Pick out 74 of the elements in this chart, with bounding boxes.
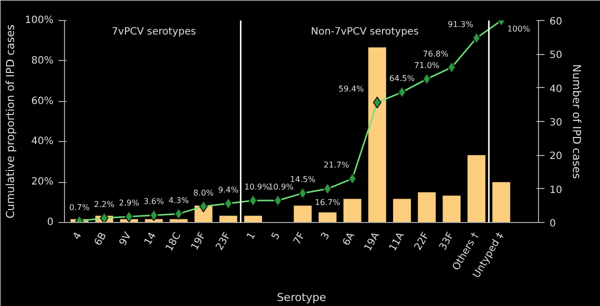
x-tick-label: 14 bbox=[142, 230, 159, 248]
bar bbox=[318, 212, 336, 222]
x-tick-label: 19A bbox=[362, 230, 382, 254]
x-tick-label: 18C bbox=[164, 230, 184, 254]
y2-tick-label: 10 bbox=[550, 184, 562, 196]
x-tick-label: 23F bbox=[214, 230, 234, 252]
data-label: 2.2% bbox=[94, 200, 115, 210]
y2-tick-label: 50 bbox=[550, 50, 562, 62]
y-tick-label: 100% bbox=[24, 15, 54, 26]
y2-axis-title: Number of IPD cases bbox=[570, 64, 584, 180]
annotation: Non-7vPCV serotypes bbox=[310, 26, 419, 38]
x-tick-label: 7F bbox=[292, 230, 308, 247]
point bbox=[174, 208, 183, 220]
data-label: 76.8% bbox=[422, 49, 449, 58]
x-tick-label: 4 bbox=[71, 230, 84, 242]
data-label: 8.0% bbox=[193, 188, 214, 198]
point bbox=[323, 182, 332, 195]
data-label: 2.9% bbox=[118, 198, 140, 208]
bar bbox=[468, 155, 486, 222]
data-label: 16.7% bbox=[314, 198, 341, 207]
data-label: 9.4% bbox=[218, 186, 239, 195]
x-tick-label: 9V bbox=[118, 230, 134, 248]
y2-tick-label: 30 bbox=[550, 118, 562, 128]
y2-tick-label: 40 bbox=[550, 84, 562, 95]
data-label: 64.5% bbox=[389, 74, 416, 84]
data-label: 21.7% bbox=[324, 160, 350, 170]
y-tick-label: 40% bbox=[31, 136, 54, 148]
y2-tick-label: 60 bbox=[550, 16, 562, 28]
data-label: 10.9% bbox=[244, 182, 270, 192]
y-tick-label: 60% bbox=[31, 96, 54, 107]
data-label: 0.7% bbox=[69, 203, 90, 212]
point bbox=[124, 210, 134, 222]
point bbox=[199, 200, 208, 212]
x-tick-label: 33F bbox=[438, 230, 457, 252]
y-tick-label: 20% bbox=[31, 176, 54, 188]
bar bbox=[294, 206, 312, 222]
y2-tick-label: 20 bbox=[550, 151, 562, 162]
y2-tick-label: 0 bbox=[550, 218, 556, 230]
bar bbox=[244, 216, 262, 222]
y-tick-label: 0 bbox=[47, 217, 54, 228]
point bbox=[100, 212, 108, 222]
data-label: 91.3% bbox=[448, 20, 474, 30]
bar bbox=[393, 198, 411, 222]
data-label: 10.9% bbox=[268, 182, 294, 192]
x-tick-label: 11A bbox=[388, 230, 407, 254]
point bbox=[348, 172, 357, 185]
data-label: 14.5% bbox=[290, 175, 316, 184]
bar bbox=[343, 198, 362, 222]
x-tick-label: 19F bbox=[190, 230, 208, 252]
point bbox=[274, 194, 282, 206]
x-tick-label: 5 bbox=[270, 230, 283, 242]
point bbox=[398, 86, 406, 98]
bar bbox=[492, 182, 510, 222]
data-label: 3.6% bbox=[144, 197, 164, 206]
point bbox=[150, 209, 158, 222]
data-label: 71.0% bbox=[414, 61, 440, 70]
x-tick-label: 6A bbox=[341, 230, 358, 248]
x-axis-title: Serotype bbox=[276, 290, 326, 304]
bar bbox=[368, 47, 386, 222]
y-axis-title: Cumulative proportion of IPD cases bbox=[4, 24, 17, 219]
point bbox=[472, 32, 481, 44]
x-tick-label: 6B bbox=[92, 230, 110, 248]
point bbox=[248, 194, 258, 206]
bar bbox=[418, 192, 436, 222]
point bbox=[447, 61, 456, 74]
data-label: 100% bbox=[507, 24, 531, 34]
x-tick-label: 3 bbox=[320, 230, 332, 242]
data-label: 59.4% bbox=[338, 84, 364, 94]
bar bbox=[442, 196, 461, 222]
annotation: 7vPCV serotypes bbox=[112, 26, 196, 38]
x-tick-label: 1 bbox=[245, 230, 258, 242]
x-tick-label: 22F bbox=[412, 230, 432, 252]
y-tick-label: 80% bbox=[31, 55, 54, 66]
data-label: 4.3% bbox=[168, 196, 190, 205]
